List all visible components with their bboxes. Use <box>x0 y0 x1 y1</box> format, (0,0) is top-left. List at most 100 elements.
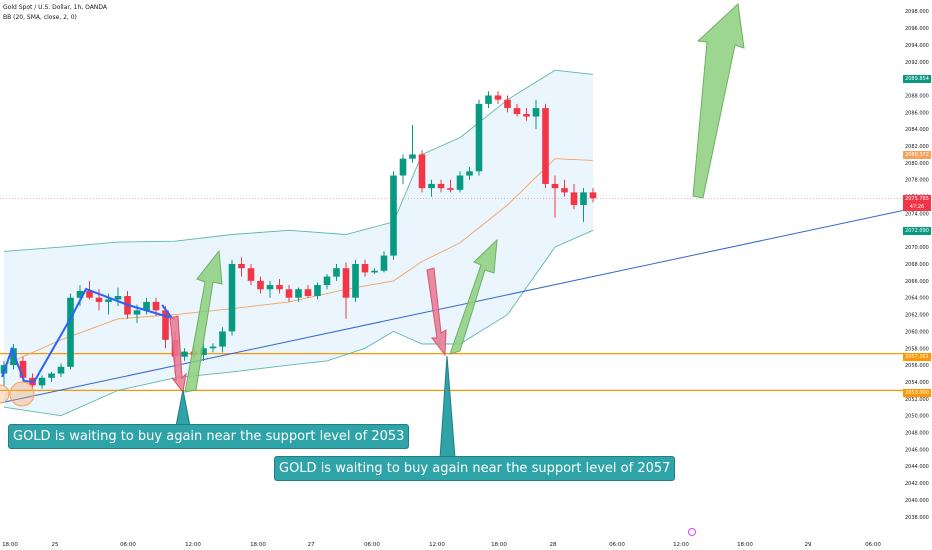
red-down-arrow-2 <box>426 267 447 357</box>
x-tick-label: 18:00 <box>2 542 18 548</box>
candle <box>532 99 540 130</box>
candle-body <box>200 348 207 356</box>
y-tick-label: 2092.000 <box>905 60 929 66</box>
event-marker-icon <box>688 528 696 536</box>
candle-body <box>76 290 84 298</box>
bb-upper-tag: 2089.854 <box>903 75 931 83</box>
candle-body <box>371 270 378 273</box>
bollinger-band-fill <box>4 70 593 416</box>
candle <box>456 171 464 193</box>
candle-body <box>418 154 426 189</box>
candle-body <box>333 268 340 277</box>
candle <box>67 293 74 370</box>
candle-body <box>114 296 122 300</box>
indicator-legend: BB (20, SMA, close, 2, 0) <box>3 14 77 21</box>
candle <box>589 188 597 203</box>
candle-body <box>504 99 511 109</box>
y-tick-label: 2048.000 <box>905 431 929 437</box>
y-tick-label: 2060.000 <box>905 329 929 335</box>
candle <box>304 285 312 298</box>
candle-body <box>95 297 103 302</box>
candle-body <box>399 158 407 176</box>
y-tick-label: 2084.000 <box>905 127 929 133</box>
x-tick-label: 18:00 <box>491 542 507 548</box>
candle-body <box>285 289 293 298</box>
x-tick-label: 29 <box>805 542 812 548</box>
candle <box>542 103 549 189</box>
level-2053-tag: 2053.000 <box>903 389 931 397</box>
candle-body <box>475 103 483 172</box>
level-2057-tag: 2057.361 <box>903 353 931 361</box>
candle-body <box>247 268 255 281</box>
drawings <box>0 2 745 459</box>
candle <box>333 264 340 281</box>
callout-pointer-2 <box>439 355 456 459</box>
candle <box>447 179 454 193</box>
candle-body <box>48 373 55 378</box>
candle <box>361 259 369 277</box>
x-tick-label: 12:00 <box>429 542 445 548</box>
y-tick-label: 2046.000 <box>905 447 929 453</box>
red-down-arrow-1 <box>169 315 187 394</box>
candle <box>209 343 217 353</box>
candle <box>276 279 283 294</box>
candle-body <box>428 183 435 189</box>
candle-body <box>380 255 388 271</box>
candle <box>162 306 169 349</box>
candle-body <box>361 264 369 273</box>
x-tick-label: 06:00 <box>364 542 380 548</box>
candle <box>428 179 435 197</box>
x-tick-label: 18:00 <box>737 542 753 548</box>
bb-lower-tag: 2072.090 <box>903 227 931 235</box>
x-tick-label: 06:00 <box>609 542 625 548</box>
y-tick-label: 2038.000 <box>905 515 929 521</box>
candle <box>228 259 236 336</box>
candle-body <box>551 183 559 189</box>
y-tick-label: 2062.000 <box>905 313 929 319</box>
candle <box>466 167 473 180</box>
y-tick-label: 2058.000 <box>905 346 929 352</box>
candle <box>475 99 483 176</box>
candle <box>437 179 445 193</box>
candle <box>342 262 350 319</box>
highlight-circle-left <box>0 384 10 404</box>
candle <box>285 285 293 302</box>
axes: 2038.000 2040.000 2042.000 2044.000 2046.000… <box>2 9 929 548</box>
y-tick-label: 2080.000 <box>905 161 929 167</box>
y-tick-label: 2078.000 <box>905 178 929 184</box>
candle-body <box>219 331 226 347</box>
y-tick-label: 2086.000 <box>905 110 929 116</box>
candle-body <box>133 310 141 315</box>
candle <box>314 282 321 300</box>
candle <box>399 154 407 184</box>
candle-body <box>542 108 549 184</box>
candle-body <box>143 301 150 311</box>
candle-body <box>437 183 445 189</box>
bb-basis-tag: 2080.372 <box>903 151 931 159</box>
candle <box>257 276 264 294</box>
candle-body <box>257 280 264 290</box>
candle <box>181 348 188 361</box>
candle <box>48 371 55 382</box>
candle-body <box>485 95 492 104</box>
x-tick-label: 12:00 <box>673 542 689 548</box>
y-tick-label: 2070.000 <box>905 245 929 251</box>
candle <box>247 264 255 286</box>
candle-body <box>532 108 540 117</box>
candle-body <box>589 192 597 199</box>
candle <box>494 91 502 104</box>
candle-body <box>266 285 274 290</box>
candle <box>580 188 587 222</box>
candle-body <box>162 310 169 340</box>
candle <box>295 287 302 302</box>
candle-body <box>561 188 568 193</box>
candle-body <box>67 297 74 367</box>
y-tick-label: 2044.000 <box>905 464 929 470</box>
candle-body <box>38 377 46 386</box>
candle-body <box>152 301 160 311</box>
candle-body <box>342 268 350 298</box>
candle-body <box>570 192 578 206</box>
wave-pattern-drawing <box>1 287 175 384</box>
y-tick-label: 2094.000 <box>905 43 929 49</box>
